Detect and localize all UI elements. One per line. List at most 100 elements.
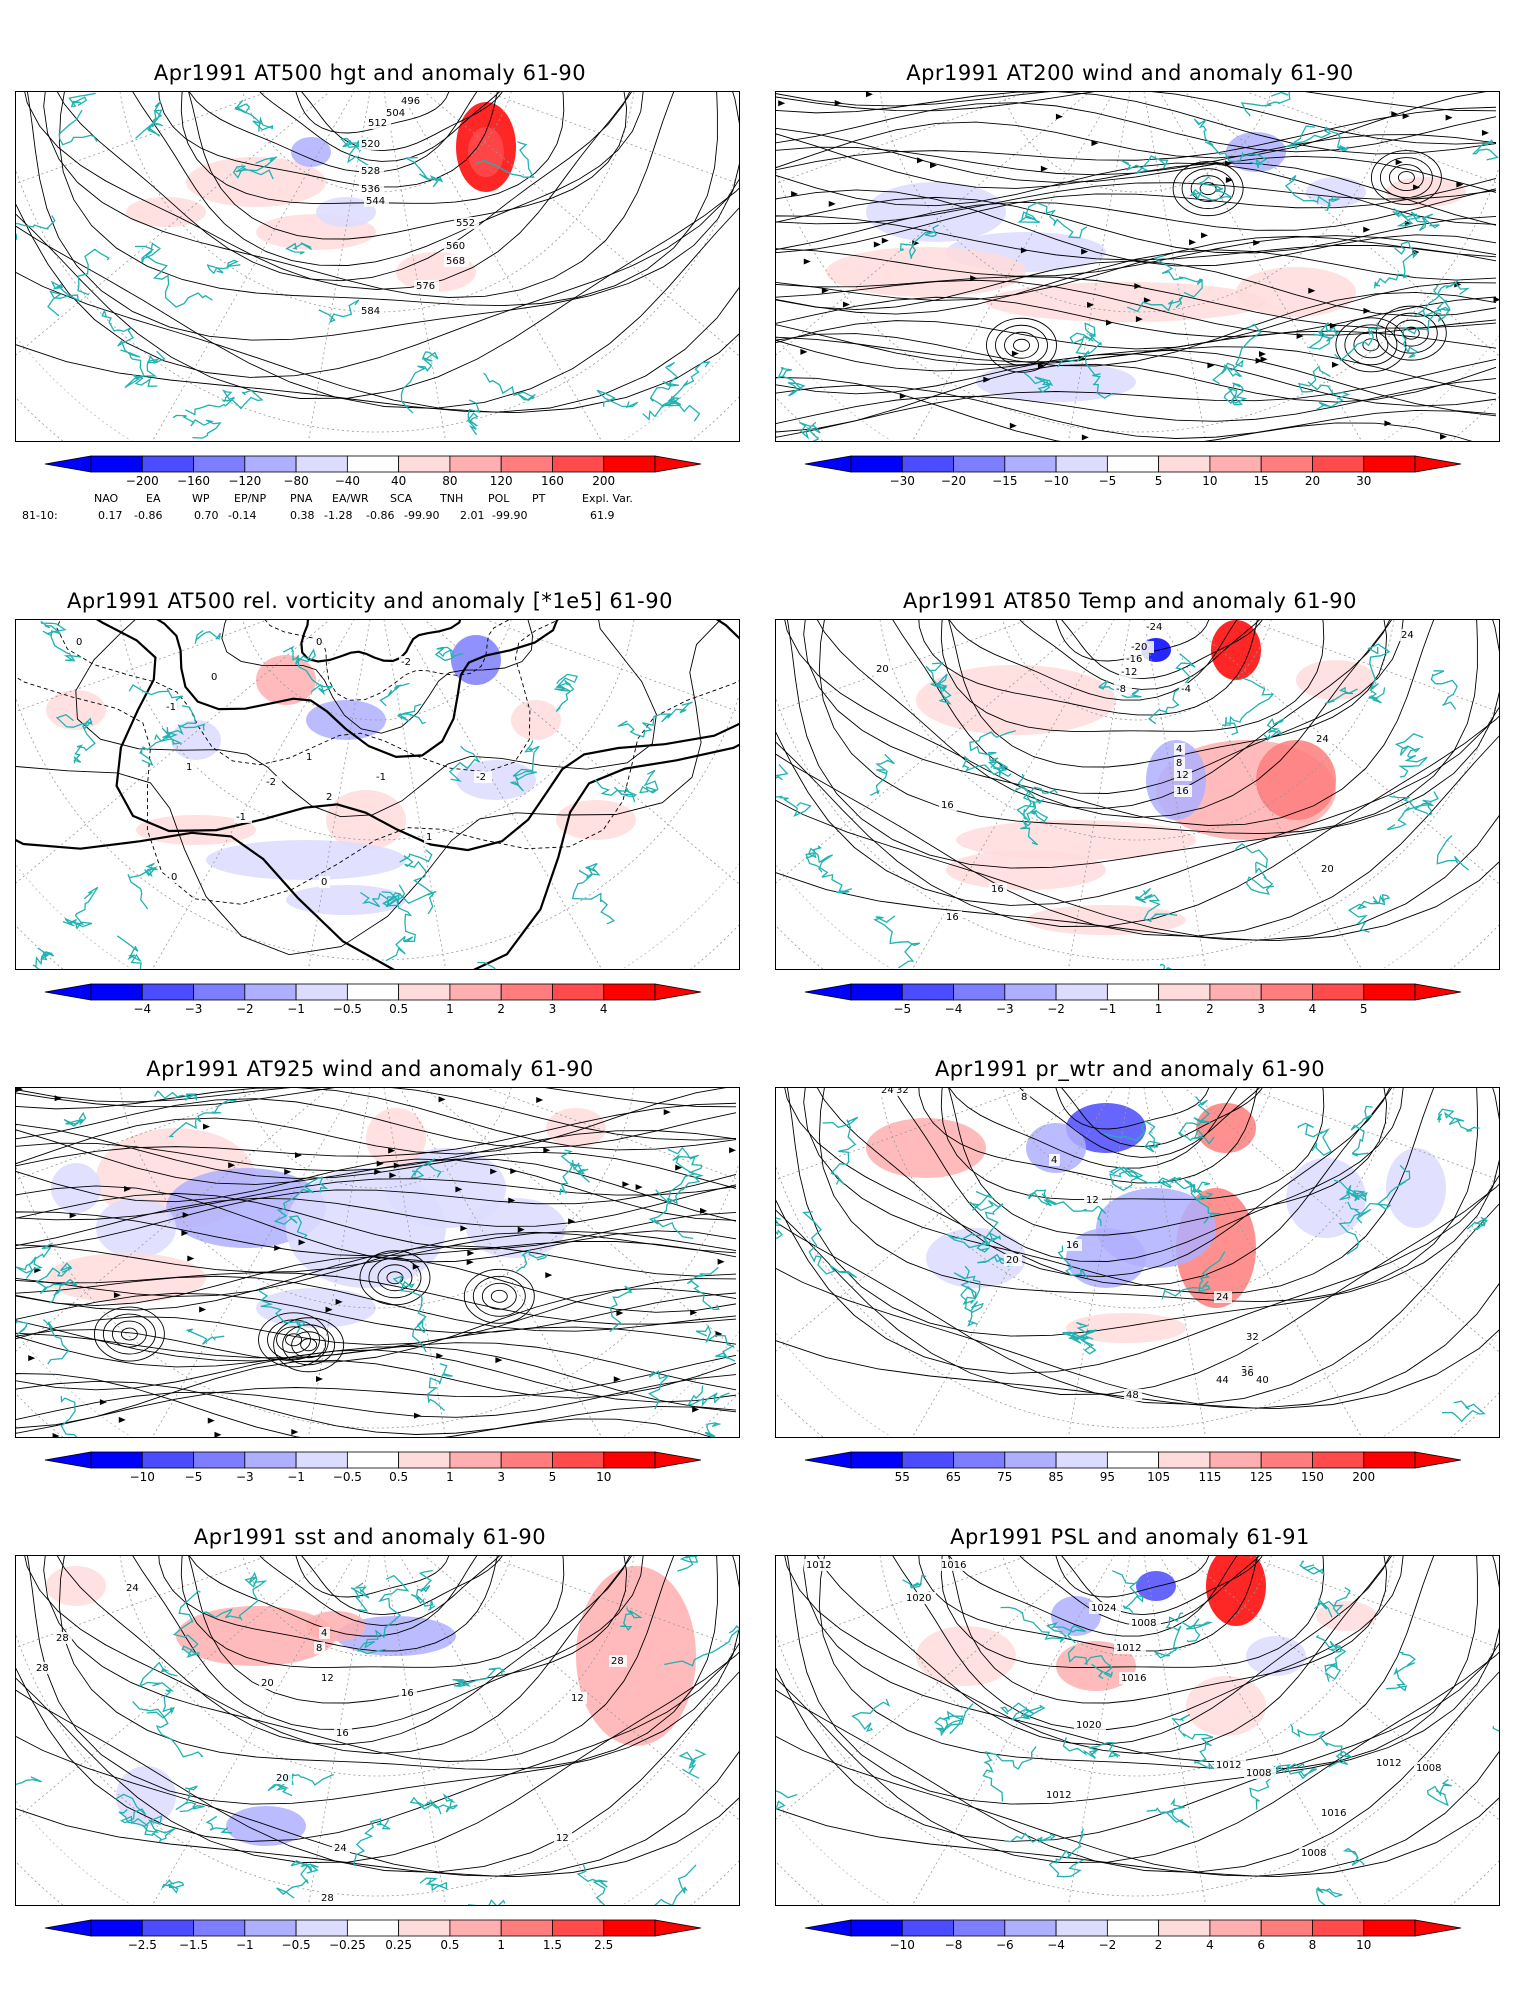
contour-line — [776, 800, 1499, 941]
flow-arrow — [1207, 362, 1215, 369]
contour-label-text: -8 — [1116, 684, 1126, 695]
colorbar-segment — [398, 983, 451, 1001]
colorbar-tick-label: 200 — [1352, 1470, 1376, 1484]
contour-label-text: 1012 — [806, 1560, 831, 1571]
coastline — [1313, 1587, 1351, 1618]
contour-line — [776, 1736, 1499, 1877]
flow-arrow — [1363, 307, 1371, 314]
coastline — [776, 763, 812, 818]
contour-label: 16 — [1064, 1239, 1082, 1251]
anomaly-shading — [546, 1108, 606, 1148]
circulation-contour — [1172, 161, 1244, 217]
meridian-line — [1184, 620, 1499, 885]
colorbar-segment — [603, 1451, 656, 1469]
table-header: EA — [146, 492, 161, 505]
coastline — [257, 1289, 307, 1335]
contour-label: 16 — [399, 1687, 417, 1699]
contour-line — [918, 1088, 1258, 1184]
colorbar-arrow-right — [654, 1919, 702, 1937]
flow-arrow — [199, 1306, 207, 1313]
colorbar-tick-label: 0.25 — [385, 1938, 412, 1952]
latitude-circle — [776, 165, 1499, 433]
flow-arrow — [455, 1186, 463, 1193]
colorbar-segment — [1209, 983, 1262, 1001]
contour-line — [300, 620, 462, 663]
colorbar-segment — [295, 1451, 348, 1469]
streamline — [776, 178, 1497, 254]
colorbar-tick-label: −8 — [944, 1938, 963, 1952]
contour-label-text: 1016 — [941, 1560, 966, 1571]
contour-label: 584 — [359, 305, 384, 317]
coastline — [452, 1667, 505, 1687]
map-svg — [16, 1088, 739, 1437]
coastline — [1023, 372, 1054, 393]
contour-label: 1016 — [1319, 1807, 1351, 1819]
colorbar-segment — [193, 455, 246, 473]
colorbar-segment — [1260, 1919, 1313, 1937]
streamline — [776, 92, 1497, 145]
contour-label: 0 — [74, 636, 85, 648]
colorbar-segment — [398, 1451, 451, 1469]
coastline — [118, 1809, 163, 1833]
circulation-contour — [1004, 331, 1039, 359]
colorbar-segment — [1004, 1919, 1057, 1937]
streamline — [776, 384, 1497, 439]
table-cell: -0.14 — [228, 509, 257, 522]
map-area: 1012 1016 1020 1024 1008 1012 1016 1020 1012 1008… — [775, 1555, 1500, 1906]
contour-line — [259, 92, 500, 162]
coastline — [1161, 1251, 1226, 1301]
flow-arrow — [325, 1306, 333, 1313]
colorbar-tick-label: 8 — [1308, 1938, 1317, 1952]
streamline — [16, 1335, 737, 1411]
colorbar-tick-label: −3 — [995, 1002, 1014, 1016]
colorbar-segment — [500, 1451, 553, 1469]
meridian-line — [308, 1088, 371, 1437]
colorbar-segment — [1260, 1451, 1313, 1469]
contour-label-text: -24 — [1146, 622, 1162, 633]
contour-label: -2 — [264, 776, 282, 788]
flow-arrow — [69, 1212, 77, 1219]
contour-label-text: 4 — [1051, 1155, 1057, 1166]
coastline — [1315, 1634, 1347, 1682]
coastline — [1171, 1713, 1214, 1770]
table-header: PNA — [290, 492, 313, 505]
flow-arrow — [181, 1230, 189, 1237]
colorbar-segment — [850, 455, 903, 473]
contour-label: 576 — [414, 280, 439, 292]
contour-label-text: 1 — [186, 762, 192, 773]
colorbar-segment — [449, 455, 502, 473]
contour-label-text: -1 — [376, 772, 386, 783]
coastline — [1492, 1726, 1499, 1732]
map-area — [775, 91, 1500, 442]
coastline — [467, 1899, 506, 1905]
colorbar-arrow-right — [654, 455, 702, 473]
flow-arrow — [881, 237, 889, 244]
coastline — [1056, 332, 1094, 368]
coastline — [960, 1280, 984, 1327]
circulation-contour — [1388, 164, 1424, 192]
circulation-contour — [1362, 338, 1380, 352]
colorbar-tick-label: 95 — [1099, 1470, 1115, 1484]
latitude-circle — [776, 1161, 1499, 1429]
colorbar-segment — [1158, 1451, 1211, 1469]
coastline — [1103, 1120, 1163, 1153]
flow-arrow — [1402, 113, 1410, 120]
anomaly-shading — [306, 1611, 366, 1641]
meridian-line — [1245, 92, 1499, 185]
colorbar-segment — [1209, 1919, 1262, 1937]
colorbar-tick-label: −1 — [1098, 1002, 1117, 1016]
contour-label: 1016 — [939, 1559, 971, 1571]
colorbar-tick-label: 1 — [446, 1002, 454, 1016]
circulation-contour — [267, 1319, 320, 1361]
contour-label: 1012 — [1044, 1789, 1076, 1801]
contour-line — [188, 1556, 628, 1704]
colorbar-segment — [552, 455, 605, 473]
circulation-contour — [1375, 305, 1447, 361]
coastline — [185, 1328, 225, 1345]
colorbar-tick-label: 120 — [489, 474, 513, 488]
coastline — [776, 1217, 784, 1240]
colorbar-tick-label: 6 — [1257, 1938, 1265, 1952]
colorbar-svg — [804, 1919, 1462, 1937]
colorbar-segment — [1055, 983, 1108, 1001]
meridian-line — [1068, 1556, 1131, 1905]
